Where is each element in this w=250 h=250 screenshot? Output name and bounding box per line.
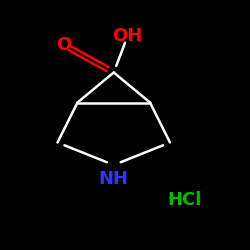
Text: NH: NH	[99, 170, 129, 188]
Text: O: O	[56, 36, 72, 54]
Text: OH: OH	[112, 27, 142, 45]
Text: HCl: HCl	[168, 191, 202, 209]
